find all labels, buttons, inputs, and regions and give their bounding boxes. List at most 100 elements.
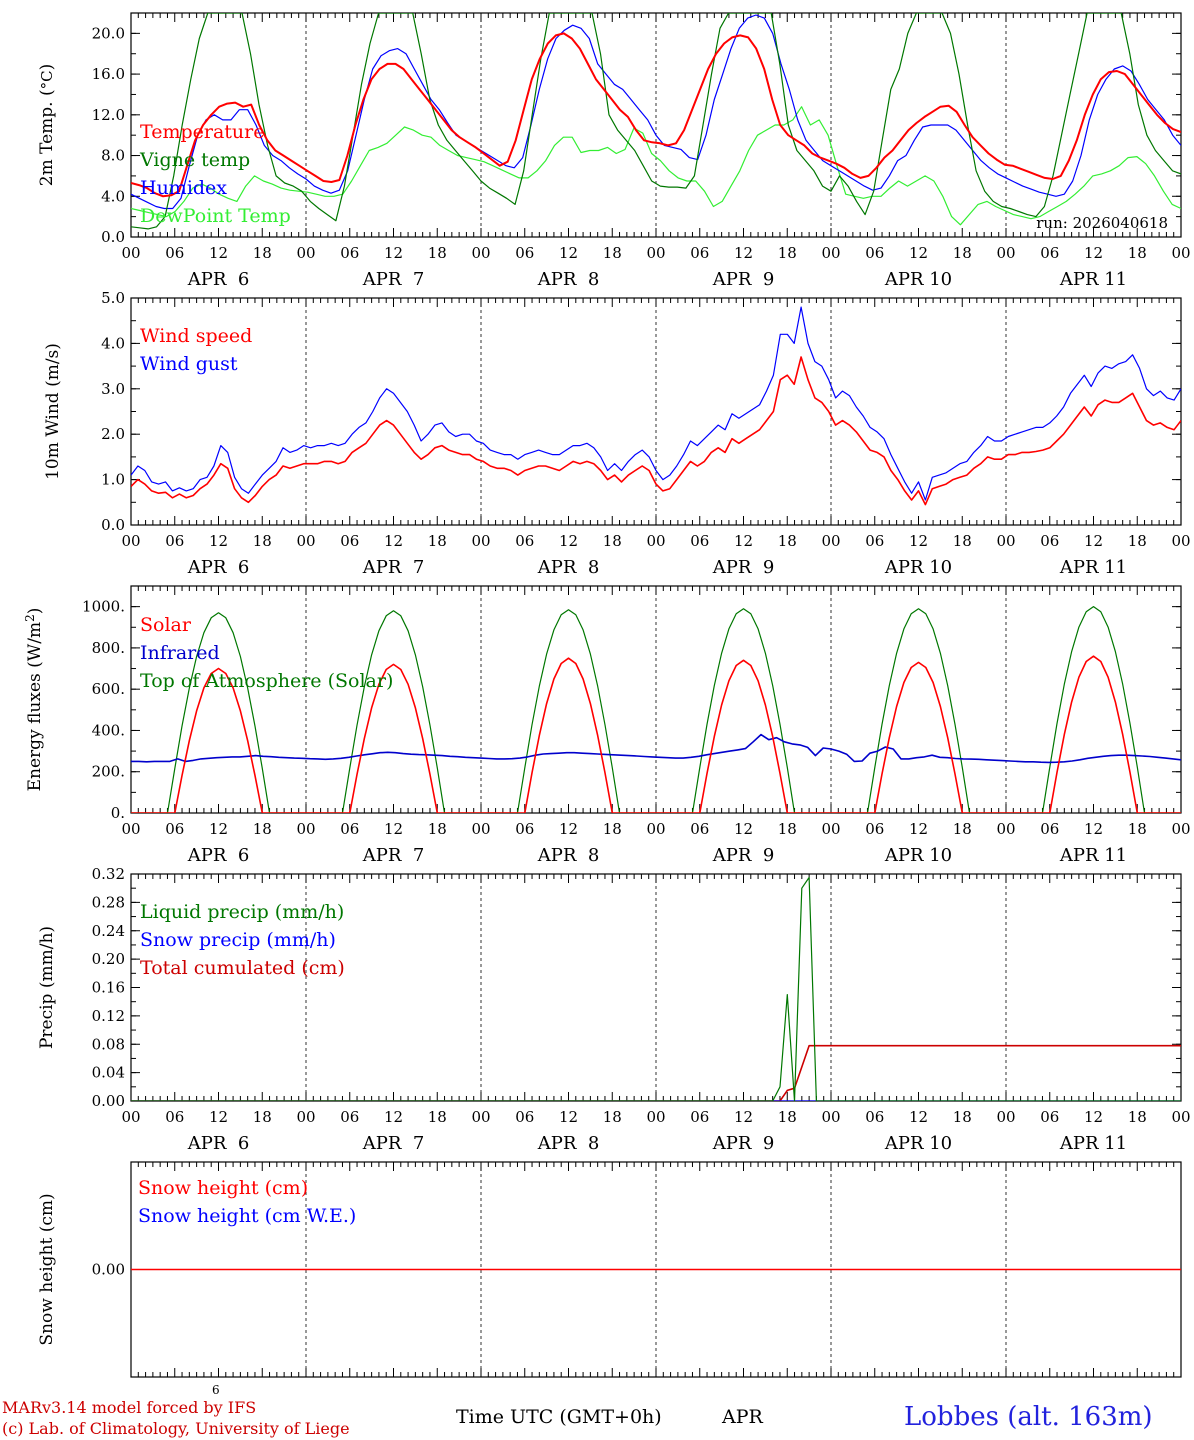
series-line-infrared bbox=[131, 733, 1181, 764]
plot-frame bbox=[130, 12, 1182, 238]
hour-label: 12 bbox=[734, 244, 753, 262]
hour-label: 18 bbox=[953, 244, 972, 262]
day-label: APR 8 bbox=[537, 557, 600, 578]
y-tick-label: 0.16 bbox=[92, 979, 125, 997]
y-tick-label: 1.0 bbox=[101, 471, 125, 489]
day-label: APR 11 bbox=[1059, 1133, 1127, 1154]
hour-label: 12 bbox=[909, 244, 928, 262]
hour-label: 12 bbox=[559, 244, 578, 262]
hour-label: 18 bbox=[1128, 532, 1147, 550]
y-tick-label: 4.0 bbox=[101, 187, 125, 205]
hour-label: 06 bbox=[690, 1108, 709, 1126]
model-credit-line2: (c) Lab. of Climatology, University of L… bbox=[2, 1419, 350, 1438]
hour-label: 00 bbox=[296, 820, 315, 838]
hour-label: 06 bbox=[165, 244, 184, 262]
y-tick-label: 2.0 bbox=[101, 425, 125, 443]
hour-label: 12 bbox=[209, 1108, 228, 1126]
y-tick-label: 0.04 bbox=[92, 1064, 125, 1082]
day-label: APR 6 bbox=[187, 1133, 250, 1154]
hour-label: 18 bbox=[603, 1108, 622, 1126]
day-label: APR 6 bbox=[187, 557, 250, 578]
hour-label: 18 bbox=[778, 532, 797, 550]
legend-entry: Wind gust bbox=[140, 353, 238, 375]
hour-label: 18 bbox=[778, 244, 797, 262]
hour-label: 18 bbox=[953, 1108, 972, 1126]
footer-tick-number: 6 bbox=[212, 1383, 220, 1397]
hour-label: 12 bbox=[1084, 1108, 1103, 1126]
hour-label: 00 bbox=[996, 532, 1015, 550]
hour-label: 00 bbox=[471, 532, 490, 550]
run-annotation: run: 2026040618 bbox=[1036, 214, 1168, 232]
hour-label: 06 bbox=[1040, 820, 1059, 838]
hour-label: 06 bbox=[515, 820, 534, 838]
hour-label: 00 bbox=[471, 244, 490, 262]
legend-entry: Wind speed bbox=[140, 325, 252, 347]
hour-label: 06 bbox=[340, 1108, 359, 1126]
hour-label: 00 bbox=[821, 1108, 840, 1126]
hour-label: 00 bbox=[471, 820, 490, 838]
hour-label: 18 bbox=[953, 532, 972, 550]
y-tick-label: 0.0 bbox=[101, 516, 125, 534]
legend-entry: Liquid precip (mm/h) bbox=[140, 901, 344, 923]
hour-label: 12 bbox=[384, 1108, 403, 1126]
day-label: APR 11 bbox=[1059, 269, 1127, 290]
y-tick-label: 800. bbox=[92, 639, 125, 657]
hour-label: 12 bbox=[909, 820, 928, 838]
hour-label: 00 bbox=[471, 1108, 490, 1126]
day-label: APR 7 bbox=[362, 269, 425, 290]
hour-label: 00 bbox=[1171, 820, 1190, 838]
legend-entry: Humidex bbox=[140, 177, 227, 199]
hour-label: 06 bbox=[515, 1108, 534, 1126]
y-tick-label: 0.20 bbox=[92, 950, 125, 968]
hour-label: 00 bbox=[1171, 532, 1190, 550]
hour-label: 18 bbox=[428, 244, 447, 262]
series-line-humidex bbox=[131, 14, 1181, 210]
hour-label: 06 bbox=[865, 1108, 884, 1126]
hour-label: 06 bbox=[165, 532, 184, 550]
hour-label: 00 bbox=[1171, 1108, 1190, 1126]
day-label: APR 7 bbox=[362, 1133, 425, 1154]
legend-entry: Total cumulated (cm) bbox=[140, 957, 345, 979]
hour-label: 00 bbox=[996, 1108, 1015, 1126]
y-axis-title: Precip (mm/h) bbox=[37, 926, 57, 1049]
legend-entry: Solar bbox=[140, 614, 192, 636]
y-tick-label: 5.0 bbox=[101, 289, 125, 307]
y-tick-label: 12.0 bbox=[92, 106, 125, 124]
panel-wind: 0.0 1.0 2.0 3.0 4.0 5.0 10m Wind (m/s) Wind spe… bbox=[43, 289, 1191, 578]
hour-label: 00 bbox=[821, 820, 840, 838]
hour-label: 18 bbox=[603, 244, 622, 262]
day-label: APR 8 bbox=[537, 1133, 600, 1154]
day-label: APR 11 bbox=[1059, 557, 1127, 578]
series-line-top-of-atmosphere-solar bbox=[131, 606, 1181, 813]
hour-label: 18 bbox=[603, 532, 622, 550]
day-label: APR 8 bbox=[537, 845, 600, 866]
hour-label: 12 bbox=[734, 820, 753, 838]
hour-label: 06 bbox=[340, 244, 359, 262]
series-line-temperature bbox=[131, 32, 1181, 198]
hour-label: 06 bbox=[690, 820, 709, 838]
legend-entry: Temperature bbox=[140, 121, 264, 143]
panel-energy: 0. 200. 400. 600. 800. 1000. Energy fluxes (W/… bbox=[23, 585, 1191, 866]
hour-label: 18 bbox=[1128, 820, 1147, 838]
hour-label: 00 bbox=[121, 1108, 140, 1126]
series-line-total-cumulated-cm bbox=[131, 1044, 1181, 1101]
y-tick-label: 0.0 bbox=[101, 228, 125, 246]
month-label: APR bbox=[722, 1406, 763, 1428]
series-line-vigne-temp bbox=[131, 13, 1181, 230]
hour-label: 00 bbox=[646, 532, 665, 550]
station-location: Lobbes (alt. 163m) bbox=[904, 1402, 1153, 1432]
hour-label: 18 bbox=[253, 532, 272, 550]
hour-label: 12 bbox=[1084, 820, 1103, 838]
y-axis-title: 10m Wind (m/s) bbox=[43, 343, 63, 480]
hour-label: 06 bbox=[165, 820, 184, 838]
y-tick-label: 8.0 bbox=[101, 147, 125, 165]
hour-label: 00 bbox=[296, 244, 315, 262]
series-line-wind-gust bbox=[131, 306, 1181, 501]
hour-label: 18 bbox=[428, 1108, 447, 1126]
day-label: APR 6 bbox=[187, 269, 250, 290]
series-line-wind-speed bbox=[131, 356, 1181, 506]
series-group bbox=[131, 876, 1181, 1101]
day-label: APR 7 bbox=[362, 557, 425, 578]
series-group bbox=[131, 606, 1181, 813]
hour-label: 00 bbox=[821, 244, 840, 262]
